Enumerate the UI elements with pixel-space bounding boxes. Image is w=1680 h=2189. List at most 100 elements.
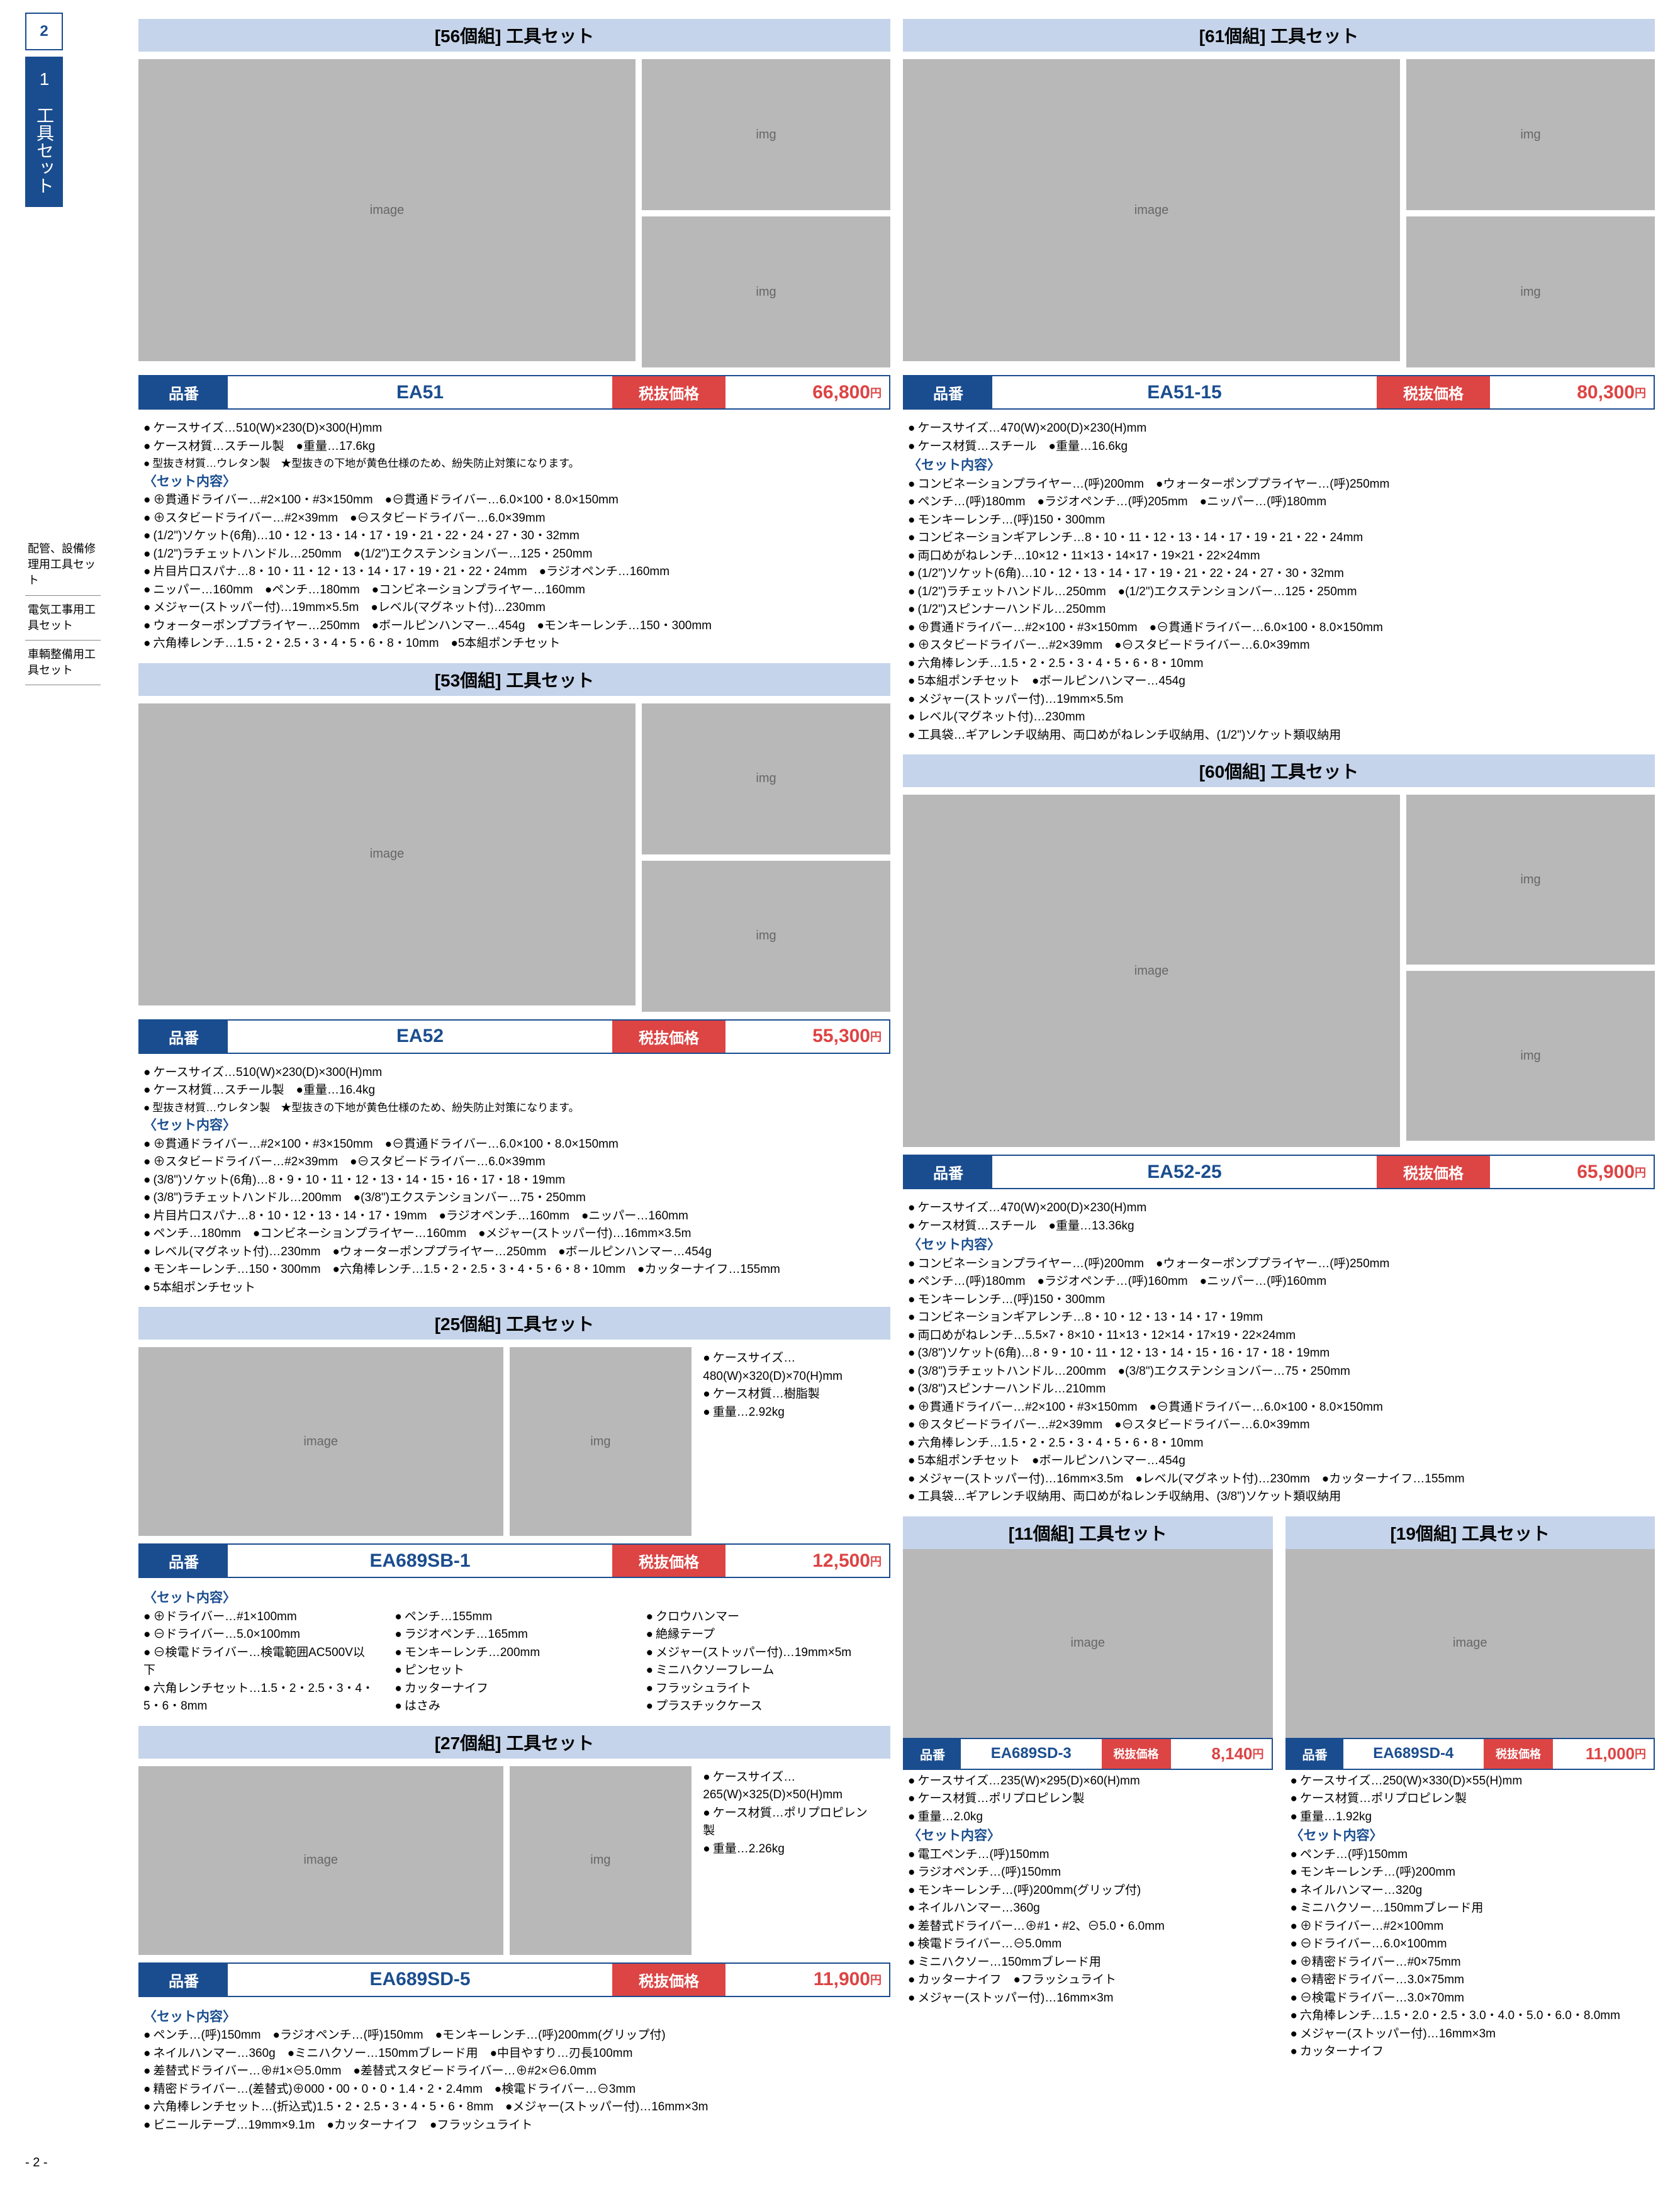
case-image: img	[642, 703, 890, 854]
price-label: 税抜価格	[612, 376, 725, 408]
product-title: [19個組] 工具セット	[1285, 1516, 1655, 1549]
product-spec: 〈セット内容〉 ペンチ…(呼)150mm ●ラジオペンチ…(呼)150mm ●モ…	[138, 2005, 890, 2137]
product-title: [27個組] 工具セット	[138, 1726, 890, 1759]
spec-item: ⊕貫通ドライバー…#2×100・#3×150mm ●⊖貫通ドライバー…6.0×1…	[908, 619, 1641, 637]
spec-item: モンキーレンチ…200mm	[395, 1644, 625, 1662]
product-code: EA52-25	[992, 1156, 1377, 1188]
product-row: 品番 EA689SD-4 税抜価格 11,000円	[1285, 1738, 1655, 1770]
case-image: img	[642, 861, 890, 1012]
spec-item: (3/8")ラチェットハンドル…200mm ●(3/8")エクステンションバー……	[908, 1363, 1641, 1381]
spec-item: ミニハクソー…150mmブレード用	[908, 1954, 1259, 1972]
product-row: 品番 EA52-25 税抜価格 65,900円	[903, 1155, 1655, 1189]
category-label: 1 工具セット	[25, 57, 63, 207]
spec-item: メジャー(ストッパー付)…16mm×3m	[908, 1990, 1259, 2008]
spec-item: ペンチ…(呼)180mm ●ラジオペンチ…(呼)205mm ●ニッパー…(呼)1…	[908, 493, 1641, 512]
spec-item: 両口めがねレンチ…10×12・11×13・14×17・19×21・22×24mm	[908, 547, 1641, 566]
product-row: 品番 EA51-15 税抜価格 80,300円	[903, 375, 1655, 410]
nav-item[interactable]: 車輌整備用工具セット	[25, 641, 101, 685]
spec-item: (1/2")ソケット(6角)…10・12・13・14・17・19・21・22・2…	[143, 527, 876, 546]
product-price: 12,500円	[725, 1545, 889, 1577]
spec-item: ニッパー…160mm ●ペンチ…180mm ●コンビネーションプライヤー…160…	[143, 581, 876, 600]
spec-item: 六角棒レンチセット…(折込式)1.5・2・2.5・3・4・5・6・8mm ●メジ…	[143, 2098, 876, 2117]
spec-item: (1/2")ソケット(6角)…10・12・13・14・17・19・21・22・2…	[908, 565, 1641, 583]
spec-item: ウォーターポンププライヤー…250mm ●ボールピンハンマー…454g ●モンキ…	[143, 617, 876, 635]
spec-item: コンビネーションプライヤー…(呼)200mm ●ウォーターポンププライヤー…(呼…	[908, 1255, 1641, 1274]
product-row: 品番 EA689SB-1 税抜価格 12,500円	[138, 1543, 890, 1578]
product-price: 8,140円	[1171, 1739, 1272, 1769]
product-image: image	[138, 59, 636, 361]
product-image: image	[138, 1347, 503, 1536]
spec-item: コンビネーションギアレンチ…8・10・12・13・14・17・19mm	[908, 1309, 1641, 1327]
spec-item: メジャー(ストッパー付)…19mm×5m	[646, 1644, 876, 1662]
spec-item: ラジオペンチ…165mm	[395, 1626, 625, 1644]
spec-item: カッターナイフ ●フラッシュライト	[908, 1971, 1259, 1990]
product-image: image	[138, 1766, 503, 1955]
spec-item: 工具袋…ギアレンチ収納用、両口めがねレンチ収納用、(3/8")ソケット類収納用	[908, 1488, 1641, 1506]
spec-item: 六角棒レンチ…1.5・2.0・2.5・3.0・4.0・5.0・6.0・8.0mm	[1291, 2007, 1642, 2025]
spec-item: 工具袋…ギアレンチ収納用、両口めがねレンチ収納用、(1/2")ソケット類収納用	[908, 727, 1641, 745]
case-image: img	[642, 59, 890, 210]
spec-item: ⊕貫通ドライバー…#2×100・#3×150mm ●⊖貫通ドライバー…6.0×1…	[908, 1399, 1641, 1417]
side-spec: ケースサイズ…480(W)×320(D)×70(H)mm ケース材質…樹脂製 重…	[698, 1347, 890, 1536]
product-price: 65,900円	[1490, 1156, 1654, 1188]
spec-item: (3/8")スピンナーハンドル…210mm	[908, 1380, 1641, 1399]
spec-item: レベル(マグネット付)…230mm ●ウォーターポンププライヤー…250mm ●…	[143, 1243, 876, 1262]
spec-item: 精密ドライバー…(差替式)⊕000・00・0・0・1.4・2・2.4mm ●検電…	[143, 2081, 876, 2099]
spec-item: 5本組ポンチセット	[143, 1279, 876, 1297]
product-spec: ケースサイズ…470(W)×200(D)×230(H)mm ケース材質…スチール…	[903, 417, 1655, 747]
product-title: [53個組] 工具セット	[138, 663, 890, 696]
spec-item: 片目片口スパナ…8・10・11・12・13・14・17・19・21・22・24m…	[143, 563, 876, 581]
product-image: image	[1285, 1549, 1655, 1738]
product-row: 品番 EA52 税抜価格 55,300円	[138, 1019, 890, 1054]
spec-item: 差替式ドライバー…⊕#1・#2、⊖5.0・6.0mm	[908, 1918, 1259, 1936]
spec-item: 電工ペンチ…(呼)150mm	[908, 1846, 1259, 1864]
product-spec: ケースサイズ…510(W)×230(D)×300(H)mm ケース材質…スチール…	[138, 417, 890, 656]
spec-item: ネイルハンマー…360g	[908, 1900, 1259, 1918]
case-image: img	[510, 1347, 692, 1536]
product-price: 11,000円	[1553, 1739, 1654, 1769]
spec-item: ⊕ドライバー…#1×100mm	[143, 1608, 374, 1626]
spec-item: ⊖精密ドライバー…3.0×75mm	[1291, 1971, 1642, 1990]
spec-item: ⊕スタビードライバー…#2×39mm ●⊖スタビードライバー…6.0×39mm	[143, 510, 876, 528]
spec-item: モンキーレンチ…(呼)200mm(グリップ付)	[908, 1882, 1259, 1900]
product-title: [11個組] 工具セット	[903, 1516, 1273, 1549]
spec-item: ペンチ…(呼)180mm ●ラジオペンチ…(呼)160mm ●ニッパー…(呼)1…	[908, 1273, 1641, 1291]
spec-item: カッターナイフ	[1291, 2043, 1642, 2061]
spec-item: 差替式ドライバー…⊕#1×⊖5.0mm ●差替式スタビードライバー…⊕#2×⊖6…	[143, 2063, 876, 2081]
case-image: img	[1406, 59, 1655, 210]
side-spec: ケースサイズ…265(W)×325(D)×50(H)mm ケース材質…ポリプロピ…	[698, 1766, 890, 1955]
product-spec: ケースサイズ…250(W)×330(D)×55(H)mm ケース材質…ポリプロピ…	[1285, 1770, 1655, 2064]
product-title: [25個組] 工具セット	[138, 1307, 890, 1340]
spec-item: ⊕貫通ドライバー…#2×100・#3×150mm ●⊖貫通ドライバー…6.0×1…	[143, 1136, 876, 1154]
spec-item: (3/8")ソケット(6角)…8・9・10・11・12・13・14・15・16・…	[908, 1345, 1641, 1363]
spec-item: ⊕スタビードライバー…#2×39mm ●⊖スタビードライバー…6.0×39mm	[908, 637, 1641, 655]
spec-item: ⊖検電ドライバー…3.0×70mm	[1291, 1990, 1642, 2008]
product-image: image	[903, 1549, 1273, 1738]
spec-item: ペンチ…(呼)150mm ●ラジオペンチ…(呼)150mm ●モンキーレンチ…(…	[143, 2027, 876, 2045]
product-code: EA689SB-1	[228, 1545, 612, 1577]
product-spec: ケースサイズ…510(W)×230(D)×300(H)mm ケース材質…スチール…	[138, 1061, 890, 1300]
product-spec: ケースサイズ…470(W)×200(D)×230(H)mm ケース材質…スチール…	[903, 1197, 1655, 1509]
case-image: img	[642, 216, 890, 367]
spec-item: コンビネーションギアレンチ…8・10・11・12・13・14・17・19・21・…	[908, 529, 1641, 547]
product-title: [60個組] 工具セット	[903, 754, 1655, 787]
case-image: img	[1406, 216, 1655, 367]
spec-item: ⊖ドライバー…6.0×100mm	[1291, 1935, 1642, 1954]
spec-item: レベル(マグネット付)…230mm	[908, 708, 1641, 727]
spec-item: 六角棒レンチ…1.5・2・2.5・3・4・5・6・8・10mm ●5本組ポンチセ…	[143, 635, 876, 653]
spec-item: モンキーレンチ…150・300mm ●六角棒レンチ…1.5・2・2.5・3・4・…	[143, 1261, 876, 1279]
case-image: img	[510, 1766, 692, 1955]
product-code: EA689SD-3	[961, 1739, 1102, 1769]
nav-item[interactable]: 電気工事用工具セット	[25, 596, 101, 641]
product-code: EA689SD-5	[228, 1964, 612, 1996]
spec-item: ミニハクソー…150mmブレード用	[1291, 1900, 1642, 1918]
spec-item: 5本組ポンチセット ●ボールピンハンマー…454g	[908, 673, 1641, 691]
nav-item[interactable]: 配管、設備修理用工具セット	[25, 535, 101, 596]
product-spec: 〈セット内容〉 ⊕ドライバー…#1×100mm⊖ドライバー…5.0×100mm⊖…	[138, 1586, 890, 1718]
product-title: [61個組] 工具セット	[903, 19, 1655, 52]
spec-item: (1/2")ラチェットハンドル…250mm ●(1/2")エクステンションバー……	[143, 546, 876, 564]
product-row: 品番 EA51 税抜価格 66,800円	[138, 375, 890, 410]
spec-item: ペンチ…180mm ●コンビネーションプライヤー…160mm ●メジャー(ストッ…	[143, 1225, 876, 1243]
case-image: img	[1406, 971, 1655, 1141]
spec-item: ペンチ…155mm	[395, 1608, 625, 1626]
